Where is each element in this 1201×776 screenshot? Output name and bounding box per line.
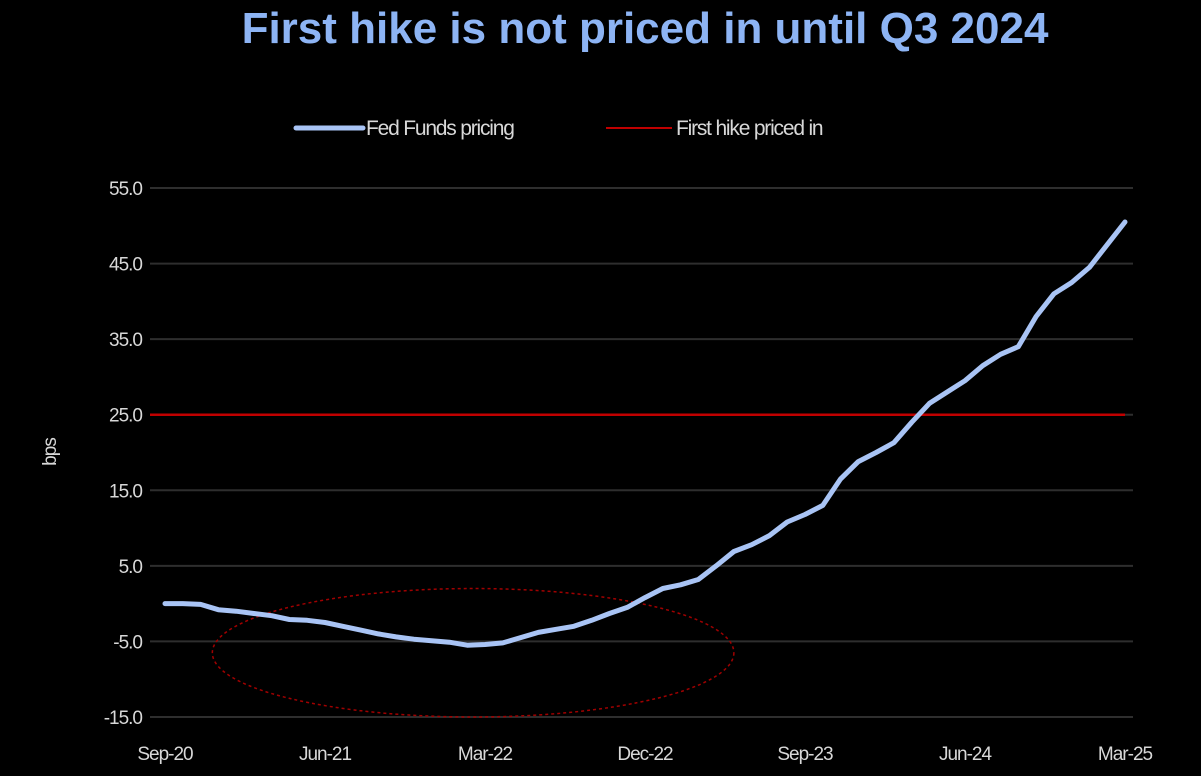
chart-title: First hike is not priced in until Q3 202… xyxy=(241,4,1049,53)
y-tick-label: -5.0 xyxy=(113,632,142,653)
annotation-ellipse xyxy=(211,587,735,718)
x-tick-label: Mar-22 xyxy=(458,744,513,765)
y-tick-label: 15.0 xyxy=(109,481,142,502)
y-tick-label: 55.0 xyxy=(109,179,142,200)
legend-label-first-hike: First hike priced in xyxy=(676,117,823,140)
x-tick-label: Jun-24 xyxy=(939,744,993,765)
legend: Fed Funds pricing First hike priced in xyxy=(293,117,824,140)
legend-label-fed-funds: Fed Funds pricing xyxy=(366,117,514,140)
y-tick-label: -15.0 xyxy=(104,708,143,729)
y-tick-label: 45.0 xyxy=(109,255,142,276)
y-tick-label: 35.0 xyxy=(109,330,142,351)
x-tick-label: Mar-25 xyxy=(1098,744,1153,765)
y-axis-label: bps xyxy=(40,438,61,466)
fed-funds-pricing-line xyxy=(162,219,1128,648)
x-tick-label: Dec-22 xyxy=(617,744,673,765)
x-tick-label: Jun-21 xyxy=(299,744,352,765)
y-tick-label: 5.0 xyxy=(119,557,143,578)
x-tick-label: Sep-20 xyxy=(137,744,193,765)
y-tick-label: 25.0 xyxy=(109,406,142,427)
x-tick-label: Sep-23 xyxy=(777,744,833,765)
